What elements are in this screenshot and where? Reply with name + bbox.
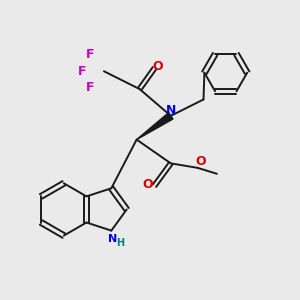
Text: N: N	[166, 104, 176, 117]
Text: F: F	[86, 48, 95, 62]
Text: O: O	[153, 60, 163, 73]
Text: H: H	[116, 238, 124, 248]
Text: O: O	[142, 178, 153, 191]
Text: O: O	[195, 155, 206, 168]
Text: N: N	[108, 234, 117, 244]
Text: F: F	[86, 81, 95, 94]
Text: F: F	[78, 65, 87, 78]
Polygon shape	[136, 112, 173, 140]
